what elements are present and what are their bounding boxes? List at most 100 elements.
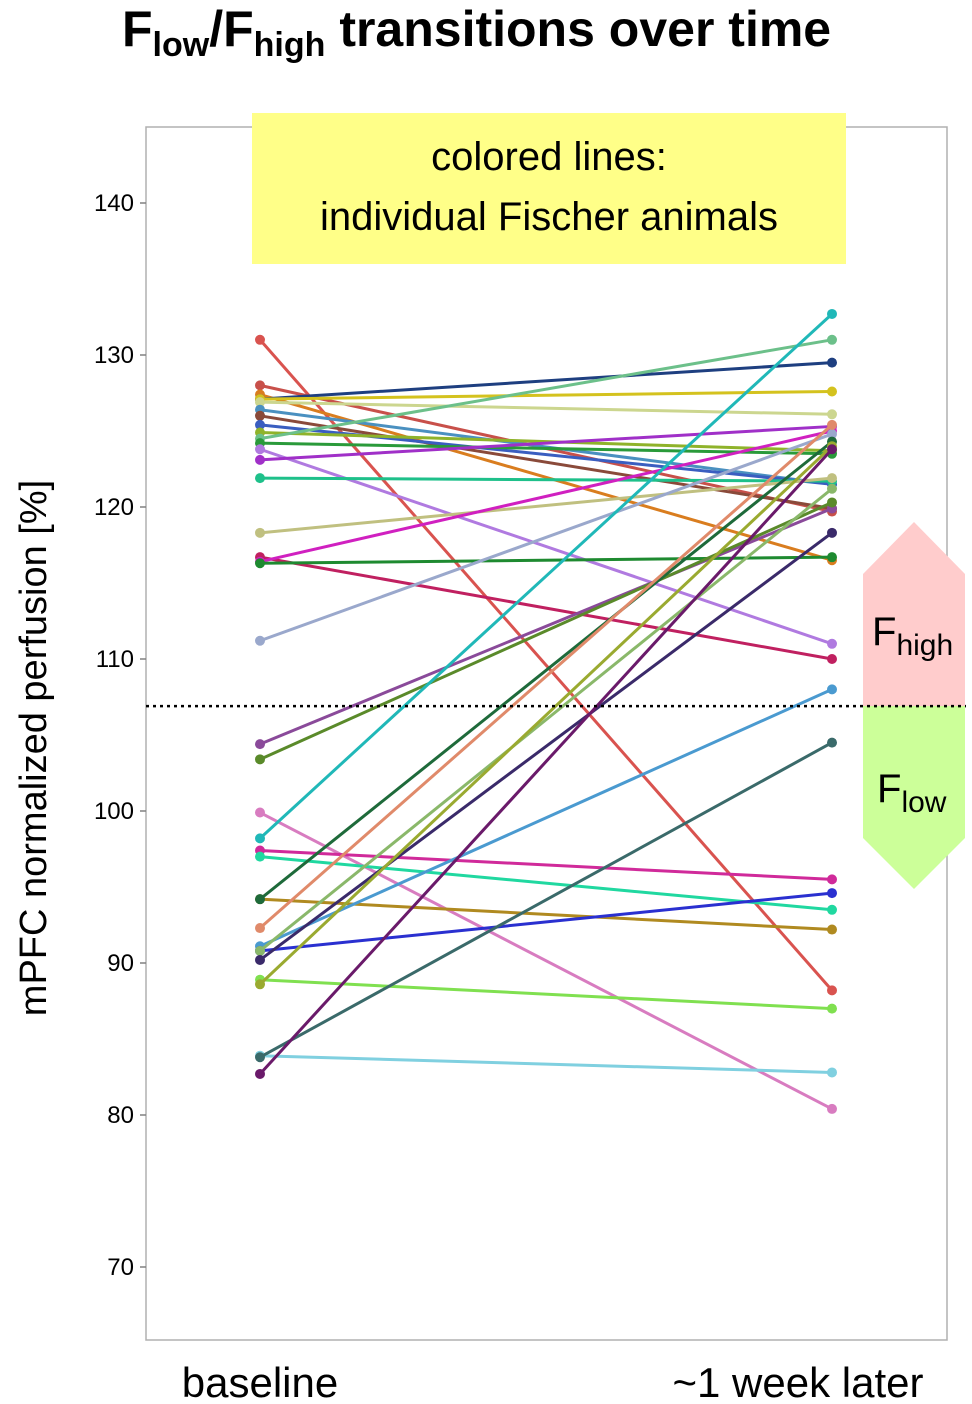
series-37 <box>255 737 837 1063</box>
annotation-line-1: colored lines: <box>431 135 667 179</box>
point-baseline <box>255 923 265 934</box>
point-baseline <box>255 833 265 844</box>
group-low-label: Flow <box>877 767 947 819</box>
series-22 <box>255 497 837 765</box>
series-line <box>259 555 833 661</box>
point-week-later <box>827 497 837 508</box>
title-slash: /F <box>209 1 253 57</box>
series-line <box>259 555 833 565</box>
group-high-sub: high <box>896 629 953 662</box>
y-tick-label: 100 <box>94 798 134 825</box>
y-tick-label: 80 <box>107 1102 134 1129</box>
plot-frame <box>145 126 948 1341</box>
y-tick-label: 130 <box>94 342 134 369</box>
series-20 <box>255 429 837 646</box>
y-tick-label: 110 <box>96 646 134 673</box>
y-tick-label: 120 <box>94 494 134 521</box>
point-week-later <box>827 654 837 664</box>
series-line <box>259 400 833 416</box>
y-tick-label: 90 <box>107 950 134 977</box>
annotation-box <box>252 113 846 264</box>
y-axis-label: mPFC normalized perfusion [%] <box>13 480 55 1016</box>
series-line <box>259 1054 833 1074</box>
series-24 <box>255 308 837 844</box>
point-week-later <box>827 874 837 885</box>
series-line <box>259 811 833 1111</box>
category-baseline: baseline <box>182 1359 338 1404</box>
series-line <box>259 688 833 948</box>
series-line <box>259 476 833 535</box>
point-week-later <box>827 684 837 695</box>
series-13 <box>255 444 837 649</box>
point-baseline <box>255 397 265 408</box>
series-line <box>259 414 833 511</box>
point-week-later <box>827 1103 837 1114</box>
group-high-band <box>863 522 965 706</box>
series-line <box>259 476 833 483</box>
series-line <box>259 424 833 462</box>
point-week-later <box>827 985 837 996</box>
title-sub-low: low <box>153 26 210 64</box>
group-high-label: Fhigh <box>872 610 953 662</box>
series-line <box>259 440 833 901</box>
point-week-later <box>827 1067 837 1078</box>
series-line <box>259 431 833 453</box>
point-week-later <box>827 308 837 319</box>
point-week-later <box>827 888 837 899</box>
series-line <box>259 338 833 441</box>
series-lines <box>255 308 837 1114</box>
group-low-sub: low <box>901 786 946 819</box>
series-line <box>259 891 833 953</box>
point-week-later <box>827 638 837 649</box>
point-week-later <box>827 429 837 440</box>
point-baseline <box>255 807 265 818</box>
point-baseline <box>255 334 265 345</box>
point-week-later <box>827 357 837 368</box>
y-tick-label: 70 <box>107 1254 134 1281</box>
point-baseline <box>255 1068 265 1079</box>
series-16 <box>255 473 837 538</box>
point-week-later <box>827 527 837 538</box>
series-line <box>258 312 834 840</box>
point-baseline <box>255 945 265 956</box>
series-line <box>259 501 833 761</box>
y-axis-ticks: 70 80 90 100 110 120 130 140 <box>94 190 146 1281</box>
group-low-prefix: F <box>877 767 901 811</box>
point-week-later <box>827 334 837 345</box>
series-38 <box>255 444 837 1079</box>
series-line <box>259 741 833 1059</box>
series-line <box>259 849 833 881</box>
point-week-later <box>827 737 837 748</box>
series-line <box>259 855 833 912</box>
series-line <box>259 447 833 646</box>
point-baseline <box>255 954 265 965</box>
group-low-band <box>863 706 965 889</box>
point-baseline <box>255 527 265 538</box>
series-33 <box>255 527 837 965</box>
series-line <box>259 423 833 930</box>
series-line <box>259 507 833 746</box>
series-line <box>258 448 834 1075</box>
series-6 <box>255 397 837 420</box>
title-rest: transitions over time <box>325 1 831 57</box>
point-week-later <box>827 444 837 455</box>
point-baseline <box>255 1052 265 1063</box>
series-26 <box>255 851 837 915</box>
point-baseline <box>255 851 265 862</box>
point-week-later <box>827 409 837 420</box>
group-high-prefix: F <box>872 610 896 654</box>
point-baseline <box>255 894 265 905</box>
point-week-later <box>827 483 837 494</box>
series-line <box>259 429 833 564</box>
point-week-later <box>827 924 837 935</box>
point-baseline <box>255 635 265 646</box>
point-week-later <box>827 419 837 430</box>
series-line <box>259 361 833 401</box>
annotation-line-2: individual Fischer animals <box>320 195 778 239</box>
category-week-later: ~1 week later <box>673 1359 924 1404</box>
series-line <box>259 389 833 401</box>
point-baseline <box>255 754 265 765</box>
series-line <box>259 978 833 1011</box>
point-week-later <box>827 386 837 397</box>
